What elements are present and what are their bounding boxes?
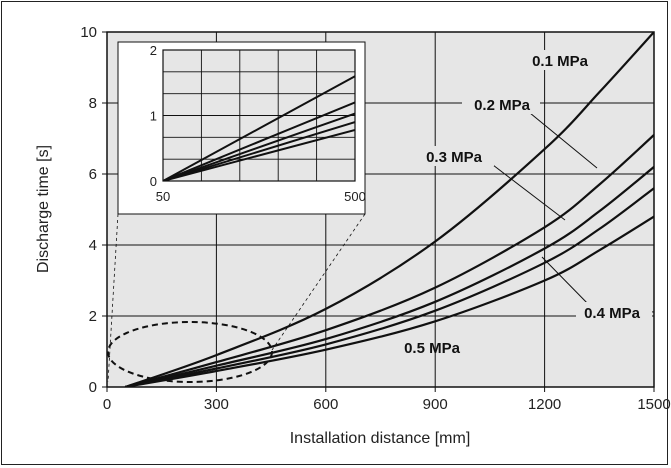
inset-tick-labels: 0 1 2 50 500 — [150, 43, 366, 204]
series-label-0.3-mpa: 0.3 MPa — [426, 149, 483, 166]
series-label-0.1-mpa: 0.1 MPa — [532, 53, 589, 70]
x-tick-label: 300 — [204, 396, 229, 413]
zoom-guide-left — [107, 213, 119, 383]
y-tick-label: 8 — [89, 95, 97, 112]
x-tick-label: 600 — [313, 396, 338, 413]
inset-series-line-1 — [163, 101, 355, 181]
label-bg-0.1 — [518, 50, 602, 70]
series-line-0 — [124, 32, 654, 387]
x-tick-label: 1500 — [637, 396, 670, 413]
x-tick-label: 1200 — [528, 396, 561, 413]
inset-series-line-4 — [163, 128, 355, 181]
inset-y-tick-label: 0 — [150, 174, 157, 189]
series-line-1 — [124, 134, 654, 387]
label-bg-0.2 — [462, 94, 540, 114]
inset-series-line-0 — [163, 75, 355, 181]
x-axis-title: Installation distance [mm] — [290, 430, 471, 447]
inset-x-tick-label: 500 — [344, 189, 366, 204]
series-line-4 — [125, 215, 654, 387]
y-tick-label: 10 — [80, 24, 97, 41]
y-axis-title: Discharge time [s] — [35, 145, 52, 273]
x-tick-label: 900 — [423, 396, 448, 413]
series-line-2 — [124, 166, 654, 387]
x-tick-label: 0 — [103, 396, 111, 413]
y-tick-label: 4 — [89, 237, 97, 254]
inset-x-tick-label: 50 — [156, 189, 170, 204]
label-bg-0.4 — [576, 302, 652, 322]
series-label-0.5-mpa: 0.5 MPa — [404, 340, 461, 357]
leader-0.4-mpa — [541, 256, 593, 309]
y-tick-label: 2 — [89, 308, 97, 325]
inset-y-tick-label: 1 — [150, 109, 157, 124]
series-lines — [124, 32, 654, 387]
y-tick-label: 6 — [89, 166, 97, 183]
series-label-0.2-mpa: 0.2 MPa — [474, 97, 531, 114]
label-bg-0.3 — [414, 146, 494, 166]
inset-y-tick-label: 2 — [150, 43, 157, 58]
leader-0.3-mpa — [492, 164, 566, 221]
leader-0.2-mpa — [529, 112, 598, 169]
inset-series-lines — [163, 75, 355, 181]
series-line-3 — [124, 187, 654, 387]
inset-series-line-2 — [163, 112, 355, 181]
series-label-0.4-mpa: 0.4 MPa — [584, 305, 641, 322]
y-tick-label: 0 — [89, 379, 97, 396]
inset-series-line-3 — [163, 121, 355, 181]
